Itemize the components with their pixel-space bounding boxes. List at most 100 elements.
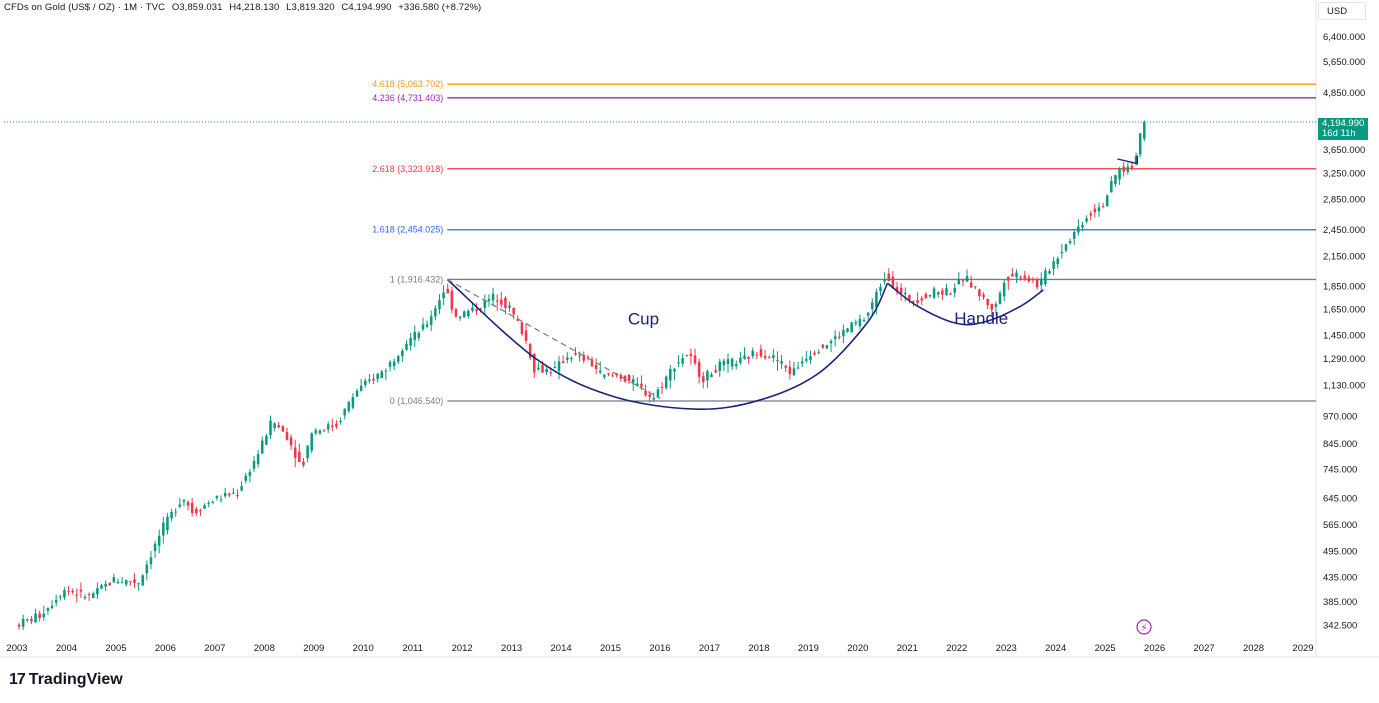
handle-curve [887,282,1044,326]
x-tick-label: 2026 [1144,643,1165,654]
currency-selector[interactable]: USD [1318,2,1366,20]
candle-body [425,324,429,327]
x-tick-label: 2024 [1045,643,1066,654]
candle-body [442,292,445,299]
candle-body [582,354,586,361]
candle-body [108,582,112,586]
candle-body [240,486,243,491]
candle-body [875,292,878,308]
candle-body [413,331,417,340]
candle-body [244,475,248,481]
y-tick-label: 565.000 [1323,520,1357,531]
candle-body [1015,272,1018,278]
candle-body [67,590,70,592]
candle-body [219,499,223,501]
candle-body [1134,155,1138,164]
candle-body [528,344,532,358]
candle-body [1068,240,1072,244]
candle-body [454,309,458,317]
candle-body [1077,226,1080,233]
x-tick-label: 2009 [303,643,324,654]
candle-body [285,431,289,440]
candle-body [331,425,334,427]
candle-body [149,557,153,565]
candle-body [186,501,190,506]
candle-body [1122,166,1125,172]
candle-body [961,279,965,281]
candle-body [211,502,215,504]
candle-body [784,365,787,368]
candle-body [994,304,998,307]
candle-body [1064,244,1068,251]
candle-body [697,361,701,377]
candle-body [190,502,194,514]
candle-body [1040,278,1043,286]
candle-body [928,294,932,297]
candle-body [500,299,503,305]
candle-body [965,276,969,282]
candle-body [401,350,404,357]
candle-body [397,356,400,362]
y-tick-label: 1,650.000 [1323,305,1365,316]
candle-body [289,437,293,446]
last-price-tag: 4,194.990 16d 11h [1318,118,1368,140]
candle-body [1044,270,1047,285]
y-tick-label: 845.000 [1323,439,1357,450]
candle-body [30,618,33,622]
pattern-annotation: Cup [628,310,659,329]
candle-body [174,511,177,513]
candle-body [957,279,961,285]
candle-body [318,430,322,434]
cup-curve [446,278,889,411]
candle-body [1002,282,1006,297]
candle-body [829,340,833,344]
candle-body [788,366,792,375]
candle-body [170,511,173,519]
tradingview-logo[interactable]: 17 TradingView [9,671,123,689]
candle-body [726,359,730,365]
candle-body [743,355,746,359]
candle-body [903,292,907,295]
candle-body [1027,277,1031,282]
candle-body [982,294,985,298]
candle-body [1093,208,1097,213]
ohlc-close: C4,194.990 [341,2,392,13]
candle-body [252,460,256,469]
candle-body [207,502,210,504]
candle-body [739,357,742,363]
tv-logo-icon: 17 [9,671,26,688]
candle-body [269,420,272,436]
candle-body [627,374,631,382]
candle-body [557,361,561,372]
candle-body [124,579,128,585]
y-tick-label: 970.000 [1323,411,1357,422]
candle-body [479,308,482,310]
x-tick-label: 2016 [649,643,670,654]
candle-body [1052,261,1055,269]
bar-countdown: 16d 11h [1322,128,1356,139]
candle-body [1126,166,1130,173]
candle-body [1105,195,1109,207]
candle-body [145,564,149,574]
candle-body [974,286,977,288]
candle-body [298,451,301,463]
candle-body [405,343,408,350]
candle-body [34,613,37,623]
candle-body [100,585,103,589]
candle-body [1023,275,1027,279]
y-tick-label: 1,130.000 [1323,381,1365,392]
candle-body [512,308,515,315]
candle-body [260,440,264,454]
symbol-name[interactable]: CFDs on Gold (US$ / OZ) · 1M · TVC [4,2,166,13]
candle-body [767,357,771,359]
candle-body [945,288,948,296]
symbol-header: CFDs on Gold (US$ / OZ) · 1M · TVC O3,85… [4,2,485,13]
candle-body [916,299,919,303]
candle-body [825,345,829,349]
candle-body [986,298,989,306]
candle-body [364,380,367,385]
candle-body [1101,205,1105,207]
candle-body [417,332,421,338]
candle-body [611,375,614,377]
